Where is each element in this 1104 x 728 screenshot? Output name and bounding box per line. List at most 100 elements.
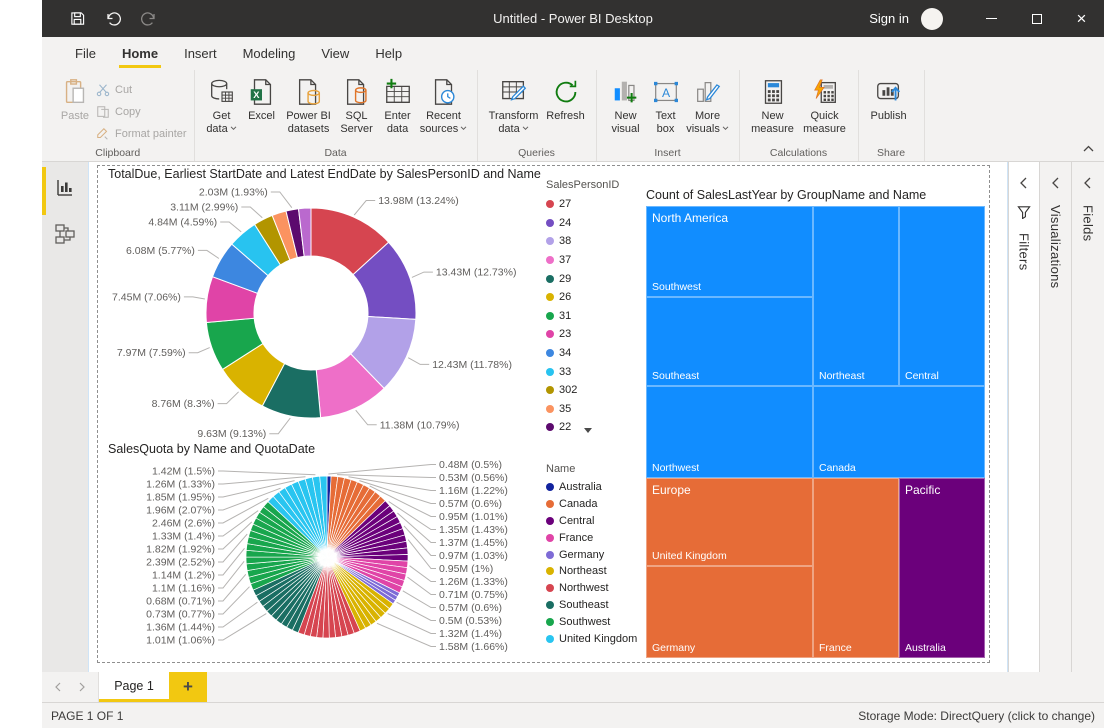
avatar[interactable] xyxy=(921,7,943,30)
donut-callout-label: 8.76M (8.3%) xyxy=(152,398,215,410)
legend-item[interactable]: Central xyxy=(546,513,637,530)
legend-item[interactable]: 22 xyxy=(546,418,619,437)
pie-callout-label: 0.68M (0.71%) xyxy=(146,596,215,608)
legend-item[interactable]: 38 xyxy=(546,232,619,251)
powerbi-dataset-icon xyxy=(298,79,320,105)
visualizations-panel-label: Visualizations xyxy=(1048,205,1063,289)
legend-item[interactable]: 31 xyxy=(546,307,619,326)
treemap-cell-france[interactable]: France xyxy=(812,478,899,658)
legend-item[interactable]: Southeast xyxy=(546,597,637,614)
legend-item[interactable]: 27 xyxy=(546,195,619,214)
treemap-cell-canada[interactable]: Canada xyxy=(812,385,985,478)
menu-help[interactable]: Help xyxy=(375,46,403,61)
model-view-button[interactable] xyxy=(52,221,78,247)
legend-label: Canada xyxy=(559,498,598,511)
next-page-arrow-icon[interactable] xyxy=(78,682,86,692)
cut-icon xyxy=(96,84,110,97)
paste-icon xyxy=(65,79,85,104)
storage-mode[interactable]: Storage Mode: DirectQuery (click to chan… xyxy=(858,708,1095,723)
svg-text:A: A xyxy=(661,86,670,100)
treemap-cell-northwest[interactable]: Northwest xyxy=(646,385,813,478)
visualizations-panel-collapsed[interactable]: Visualizations xyxy=(1039,162,1071,672)
pie-callout-label: 0.95M (1%) xyxy=(439,563,493,575)
report-page[interactable]: 2.03M (1.93%) 3.11M (2.99%) 4.84M (4.59%) 6… xyxy=(97,165,990,663)
menu-modeling[interactable]: Modeling xyxy=(242,46,296,61)
report-view-button[interactable] xyxy=(52,175,78,201)
legend-item[interactable]: 37 xyxy=(546,251,619,270)
previous-page-arrow-icon[interactable] xyxy=(54,682,62,692)
minimize-button[interactable] xyxy=(969,0,1014,37)
publish-button[interactable]: Publish xyxy=(866,75,912,125)
treemap-cell-southwest[interactable]: North America Southwest xyxy=(646,206,813,297)
menu-insert[interactable]: Insert xyxy=(184,46,217,61)
refresh-button[interactable]: Refresh xyxy=(543,75,589,125)
treemap-cell-united-kingdom[interactable]: Europe United Kingdom xyxy=(646,478,813,566)
legend-item[interactable]: 23 xyxy=(546,325,619,344)
legend-item[interactable]: United Kingdom xyxy=(546,630,637,647)
legend-item[interactable]: France xyxy=(546,529,637,546)
menu-home[interactable]: Home xyxy=(109,37,171,70)
collapse-ribbon-button[interactable] xyxy=(1083,139,1094,157)
legend-item[interactable]: Northeast xyxy=(546,563,637,580)
legend-item[interactable]: 26 xyxy=(546,288,619,307)
recent-sources-button[interactable]: Recent sources xyxy=(418,75,470,137)
excel-button[interactable]: X Excel xyxy=(242,75,282,125)
legend-scroll-down-icon[interactable] xyxy=(584,428,592,433)
treemap-group-label: Europe xyxy=(652,483,691,497)
cut-button[interactable]: Cut xyxy=(96,81,187,99)
maximize-button[interactable] xyxy=(1014,0,1059,37)
new-measure-button[interactable]: New measure xyxy=(747,75,799,137)
get-data-button[interactable]: Get data xyxy=(202,75,242,137)
pie-callout-label: 1.35M (1.43%) xyxy=(439,524,508,536)
legend-item[interactable]: 34 xyxy=(546,344,619,363)
legend-item[interactable]: 29 xyxy=(546,269,619,288)
legend-item[interactable]: Canada xyxy=(546,496,637,513)
database-icon xyxy=(210,79,233,102)
enter-data-button[interactable]: Enter data xyxy=(378,75,418,137)
treemap-cell-australia[interactable]: Pacific Australia xyxy=(898,478,985,658)
text-box-button[interactable]: A Text box xyxy=(648,75,684,137)
fields-panel-collapsed[interactable]: Fields xyxy=(1071,162,1104,672)
page-tab[interactable]: Page 1 xyxy=(99,672,169,702)
pie-slice-united-kingdom[interactable] xyxy=(319,475,328,558)
treemap-cell-label: Germany xyxy=(652,641,696,654)
ribbon-group-clipboard: Paste Cut Copy Format painter Clipboard xyxy=(42,70,195,161)
new-visual-button[interactable]: New visual xyxy=(604,75,648,137)
legend-swatch-icon xyxy=(546,237,554,246)
group-label-clipboard: Clipboard xyxy=(95,147,141,159)
title-bar: Untitled - Power BI Desktop Sign in × xyxy=(42,0,1104,37)
menu-file[interactable]: File xyxy=(75,46,96,61)
legend-item[interactable]: Southwest xyxy=(546,613,637,630)
quick-measure-button[interactable]: Quick measure xyxy=(799,75,851,137)
save-button[interactable] xyxy=(64,6,90,32)
transform-data-button[interactable]: Transform data xyxy=(485,75,543,137)
copy-button[interactable]: Copy xyxy=(96,103,187,121)
legend-item[interactable]: 35 xyxy=(546,400,619,419)
format-painter-button[interactable]: Format painter xyxy=(96,125,187,143)
filters-panel-collapsed[interactable]: Filters xyxy=(1008,162,1039,672)
legend-item[interactable]: 302 xyxy=(546,381,619,400)
legend-item[interactable]: 24 xyxy=(546,214,619,233)
legend-item[interactable]: 33 xyxy=(546,362,619,381)
legend-swatch-icon xyxy=(546,311,554,320)
legend-item[interactable]: Germany xyxy=(546,546,637,563)
charts-layer: 2.03M (1.93%) 3.11M (2.99%) 4.84M (4.59%) 6… xyxy=(112,187,516,654)
menu-view[interactable]: View xyxy=(321,46,350,61)
sql-server-button[interactable]: SQL Server xyxy=(336,75,378,137)
treemap-cell-northeast[interactable]: Northeast xyxy=(812,206,899,386)
redo-button[interactable] xyxy=(136,6,162,32)
donut-segment-other[interactable] xyxy=(297,207,312,257)
treemap-cell-germany[interactable]: Germany xyxy=(646,566,813,658)
paste-button[interactable]: Paste xyxy=(54,75,96,125)
treemap-cell-southeast[interactable]: Southeast xyxy=(646,296,813,386)
legend-item[interactable]: Australia xyxy=(546,479,637,496)
more-visuals-button[interactable]: More visuals xyxy=(684,75,732,137)
powerbi-datasets-button[interactable]: Power BI datasets xyxy=(282,75,336,137)
new-page-button[interactable]: + xyxy=(169,672,207,702)
treemap-cell-central[interactable]: Central xyxy=(898,206,985,386)
undo-button[interactable] xyxy=(100,6,126,32)
legend-label: 34 xyxy=(559,347,572,360)
close-button[interactable]: × xyxy=(1076,8,1087,28)
legend-item[interactable]: Northwest xyxy=(546,580,637,597)
sign-in-button[interactable]: Sign in xyxy=(869,11,909,26)
